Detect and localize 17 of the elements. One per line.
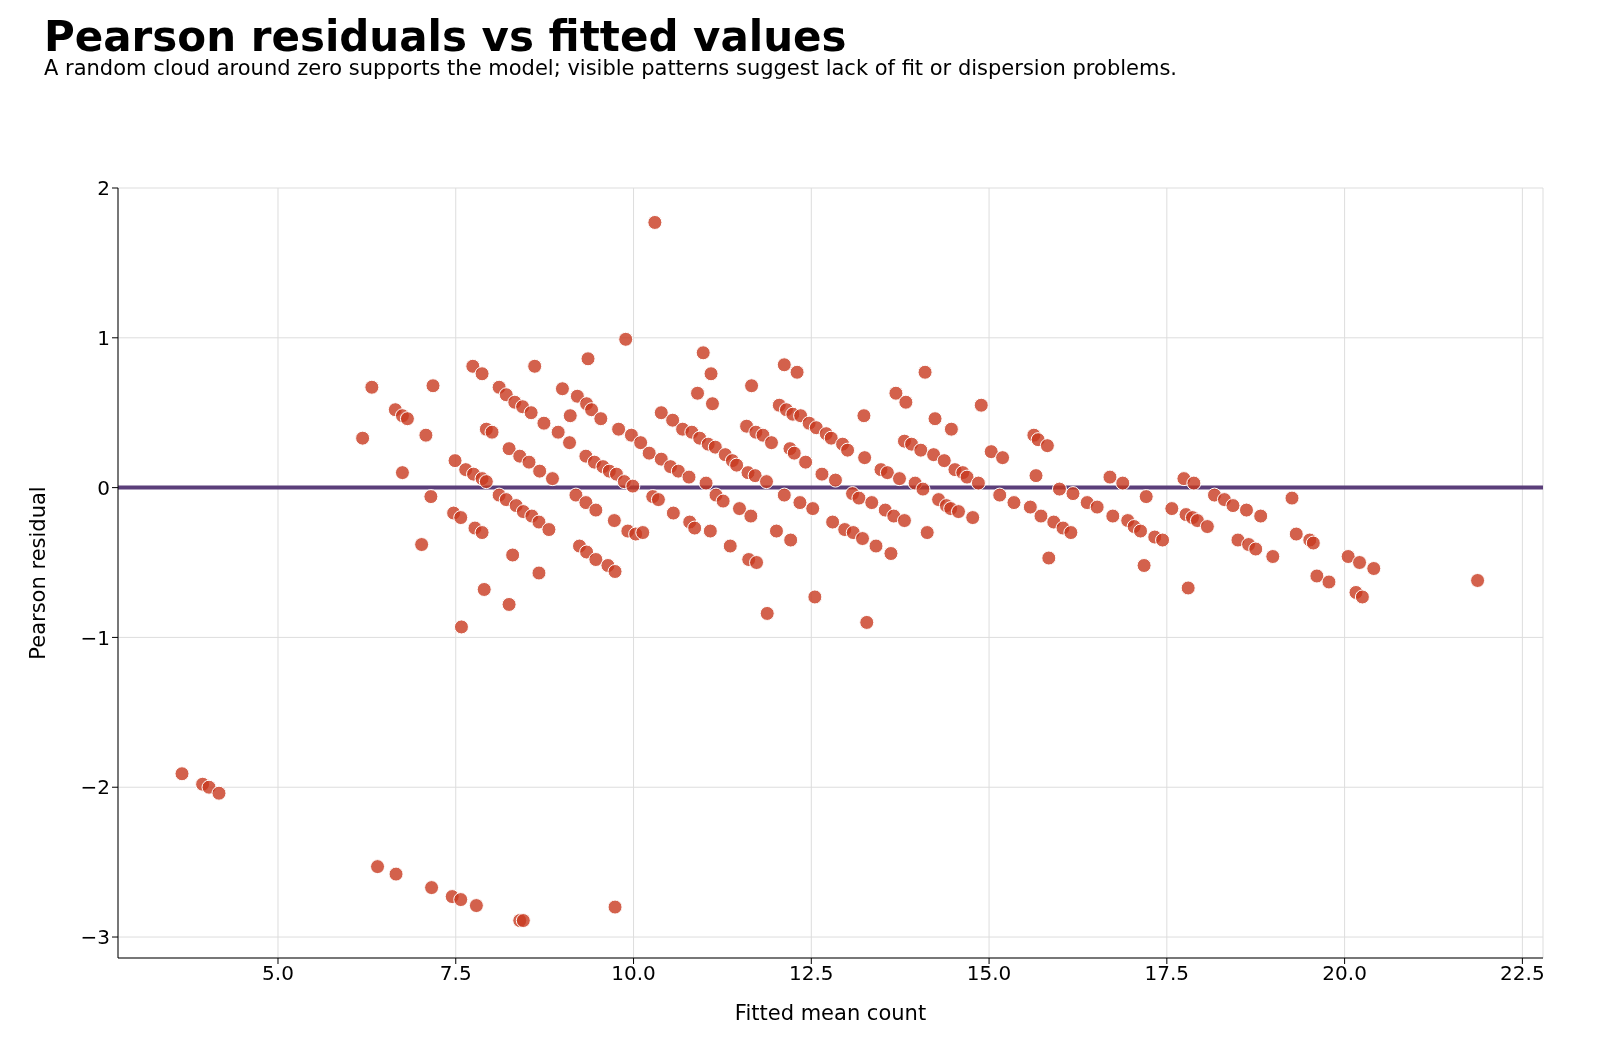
x-tick-label: 17.5 — [1144, 961, 1190, 986]
y-tick-label: −2 — [80, 775, 110, 800]
y-tick-label: 0 — [97, 475, 110, 500]
chart-subtitle: A random cloud around zero supports the model; visible patterns suggest lack of fit or dispersion problems. — [44, 56, 1178, 80]
x-tick-label: 15.0 — [966, 961, 1012, 986]
y-tick-label: −3 — [80, 925, 110, 950]
x-tick-label: 7.5 — [439, 961, 472, 986]
x-tick-label: 10.0 — [611, 961, 656, 986]
x-axis-title: Fitted mean count — [734, 1001, 927, 1025]
x-tick-label: 22.5 — [1500, 961, 1545, 986]
x-tick-label: 5.0 — [262, 961, 294, 986]
x-tick-label: 12.5 — [789, 961, 834, 986]
y-tick-label: 2 — [97, 176, 110, 201]
y-tick-label: −1 — [80, 625, 110, 650]
x-tick-label: 20.0 — [1322, 961, 1367, 986]
y-axis-title: Pearson residual — [26, 486, 51, 660]
y-tick-label: 1 — [97, 325, 110, 350]
